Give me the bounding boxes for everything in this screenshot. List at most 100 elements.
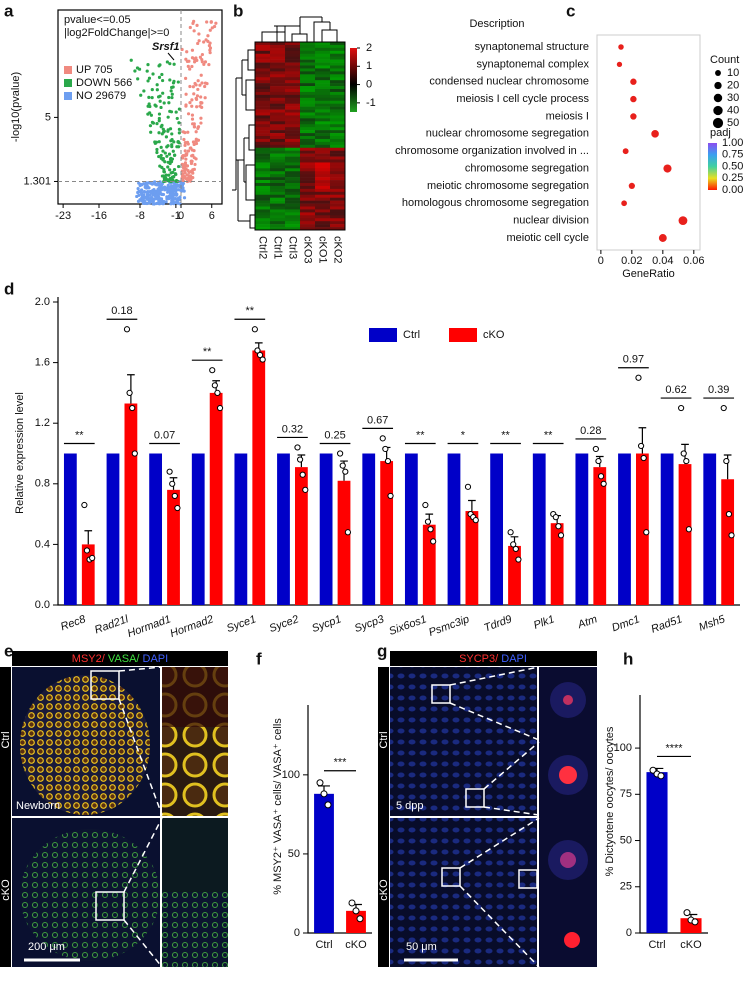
bar — [191, 453, 205, 605]
scatter-dot — [155, 183, 159, 187]
heatmap-cell — [315, 174, 331, 178]
heatmap-cell — [315, 112, 331, 116]
category-label: chromosome organization involved in ... — [395, 145, 589, 157]
heatmap-cell — [255, 42, 271, 46]
scatter-dot — [157, 186, 161, 190]
scatter-dot — [158, 99, 162, 103]
heatmap-cell — [285, 130, 301, 134]
heatmap-cell — [300, 68, 316, 72]
heatmap-cell — [285, 141, 301, 146]
heatmap-cell — [270, 109, 286, 113]
y-tick-label: 0.0 — [35, 599, 50, 611]
heatmap-cell — [330, 180, 346, 184]
scatter-dot — [161, 149, 165, 153]
bar — [660, 453, 674, 605]
colorbar-label: 0.00 — [722, 184, 743, 196]
heatmap-cell — [330, 121, 346, 125]
heatmap-cell — [300, 177, 316, 181]
data-point — [685, 526, 693, 533]
column-label: cKO3 — [302, 236, 314, 264]
heatmap-cell — [255, 141, 271, 146]
scatter-dot — [177, 164, 181, 169]
heatmap-cell — [315, 103, 331, 107]
data-point — [635, 374, 642, 381]
scatter-dot — [168, 127, 173, 131]
dot — [621, 200, 627, 207]
dot — [663, 164, 672, 173]
heatmap-cell — [270, 191, 286, 196]
heatmap-cell — [270, 91, 286, 96]
scatter-dot — [183, 143, 187, 148]
heatmap-cell — [300, 191, 316, 196]
bar — [703, 453, 717, 605]
heatmap-cell — [285, 188, 301, 193]
heatmap-cell — [270, 74, 286, 78]
scatter-dot — [144, 201, 149, 205]
scatter-dot — [190, 104, 194, 108]
heatmap-cell — [255, 221, 271, 225]
scatter-dot — [188, 84, 192, 89]
legend-label: DOWN 566 — [76, 77, 132, 89]
panel-label: g — [377, 641, 387, 660]
scatter-dot — [142, 89, 146, 93]
category-label: homologous chromosome segregation — [402, 197, 589, 209]
data-point — [382, 445, 389, 453]
scatter-dot — [188, 177, 192, 181]
scatter-dot — [208, 51, 212, 55]
scatter-dot — [191, 21, 195, 25]
x-tick-label: Psmc3ip — [427, 613, 471, 639]
panel-label: f — [256, 649, 262, 668]
significance-label: 0.18 — [111, 305, 132, 317]
heatmap-cell — [255, 74, 271, 78]
heatmap-cell — [270, 89, 286, 93]
heatmap-cell — [315, 71, 331, 75]
heatmap-cell — [285, 185, 301, 190]
heatmap-cell — [255, 153, 271, 157]
panel-label: c — [566, 1, 575, 20]
heatmap-cell — [300, 159, 316, 163]
scatter-dot — [167, 95, 171, 100]
heatmap-cell — [255, 197, 271, 201]
bar — [314, 793, 334, 933]
data-point — [680, 450, 687, 457]
heatmap-cell — [300, 109, 316, 113]
heatmap-cell — [270, 59, 286, 63]
heatmap-cell — [255, 94, 271, 99]
scatter-dot — [147, 95, 151, 100]
data-point — [691, 918, 699, 926]
scatter-dot — [186, 64, 190, 68]
heatmap-cell — [300, 203, 316, 207]
heatmap-cell — [330, 71, 346, 75]
scatter-dot — [157, 131, 161, 135]
bar — [646, 772, 668, 933]
scatter-dot — [136, 77, 140, 81]
heatmap-cell — [255, 215, 271, 219]
y-tick-label: 1.6 — [35, 357, 50, 369]
heatmap-cell — [315, 106, 331, 110]
x-tick-label: Syce1 — [225, 613, 258, 635]
heatmap-cell — [315, 121, 331, 125]
heatmap-cell — [255, 103, 271, 107]
heatmap-cell — [255, 127, 271, 131]
scatter-dot — [159, 192, 164, 196]
heatmap-cell — [300, 197, 316, 201]
y-tick-label: 1.2 — [35, 417, 50, 429]
heatmap-cell — [285, 112, 301, 116]
heatmap-cell — [255, 106, 271, 110]
y-tick-label: 5 — [45, 111, 51, 123]
heatmap-cell — [270, 83, 286, 87]
bar — [447, 453, 461, 605]
heatmap-cell — [255, 124, 271, 128]
scatter-dot — [188, 67, 192, 71]
scatter-dot — [190, 64, 194, 69]
scatter-dot — [160, 72, 164, 77]
heatmap-cell — [330, 62, 346, 66]
scatter-dot — [186, 130, 190, 134]
scatter-dot — [209, 20, 213, 24]
heatmap-cell — [285, 127, 301, 131]
scatter-dot — [170, 191, 174, 195]
heatmap-cell — [255, 227, 271, 231]
scatter-dot — [190, 170, 194, 174]
heatmap-cell — [270, 200, 286, 204]
heatmap-cell — [300, 106, 316, 110]
